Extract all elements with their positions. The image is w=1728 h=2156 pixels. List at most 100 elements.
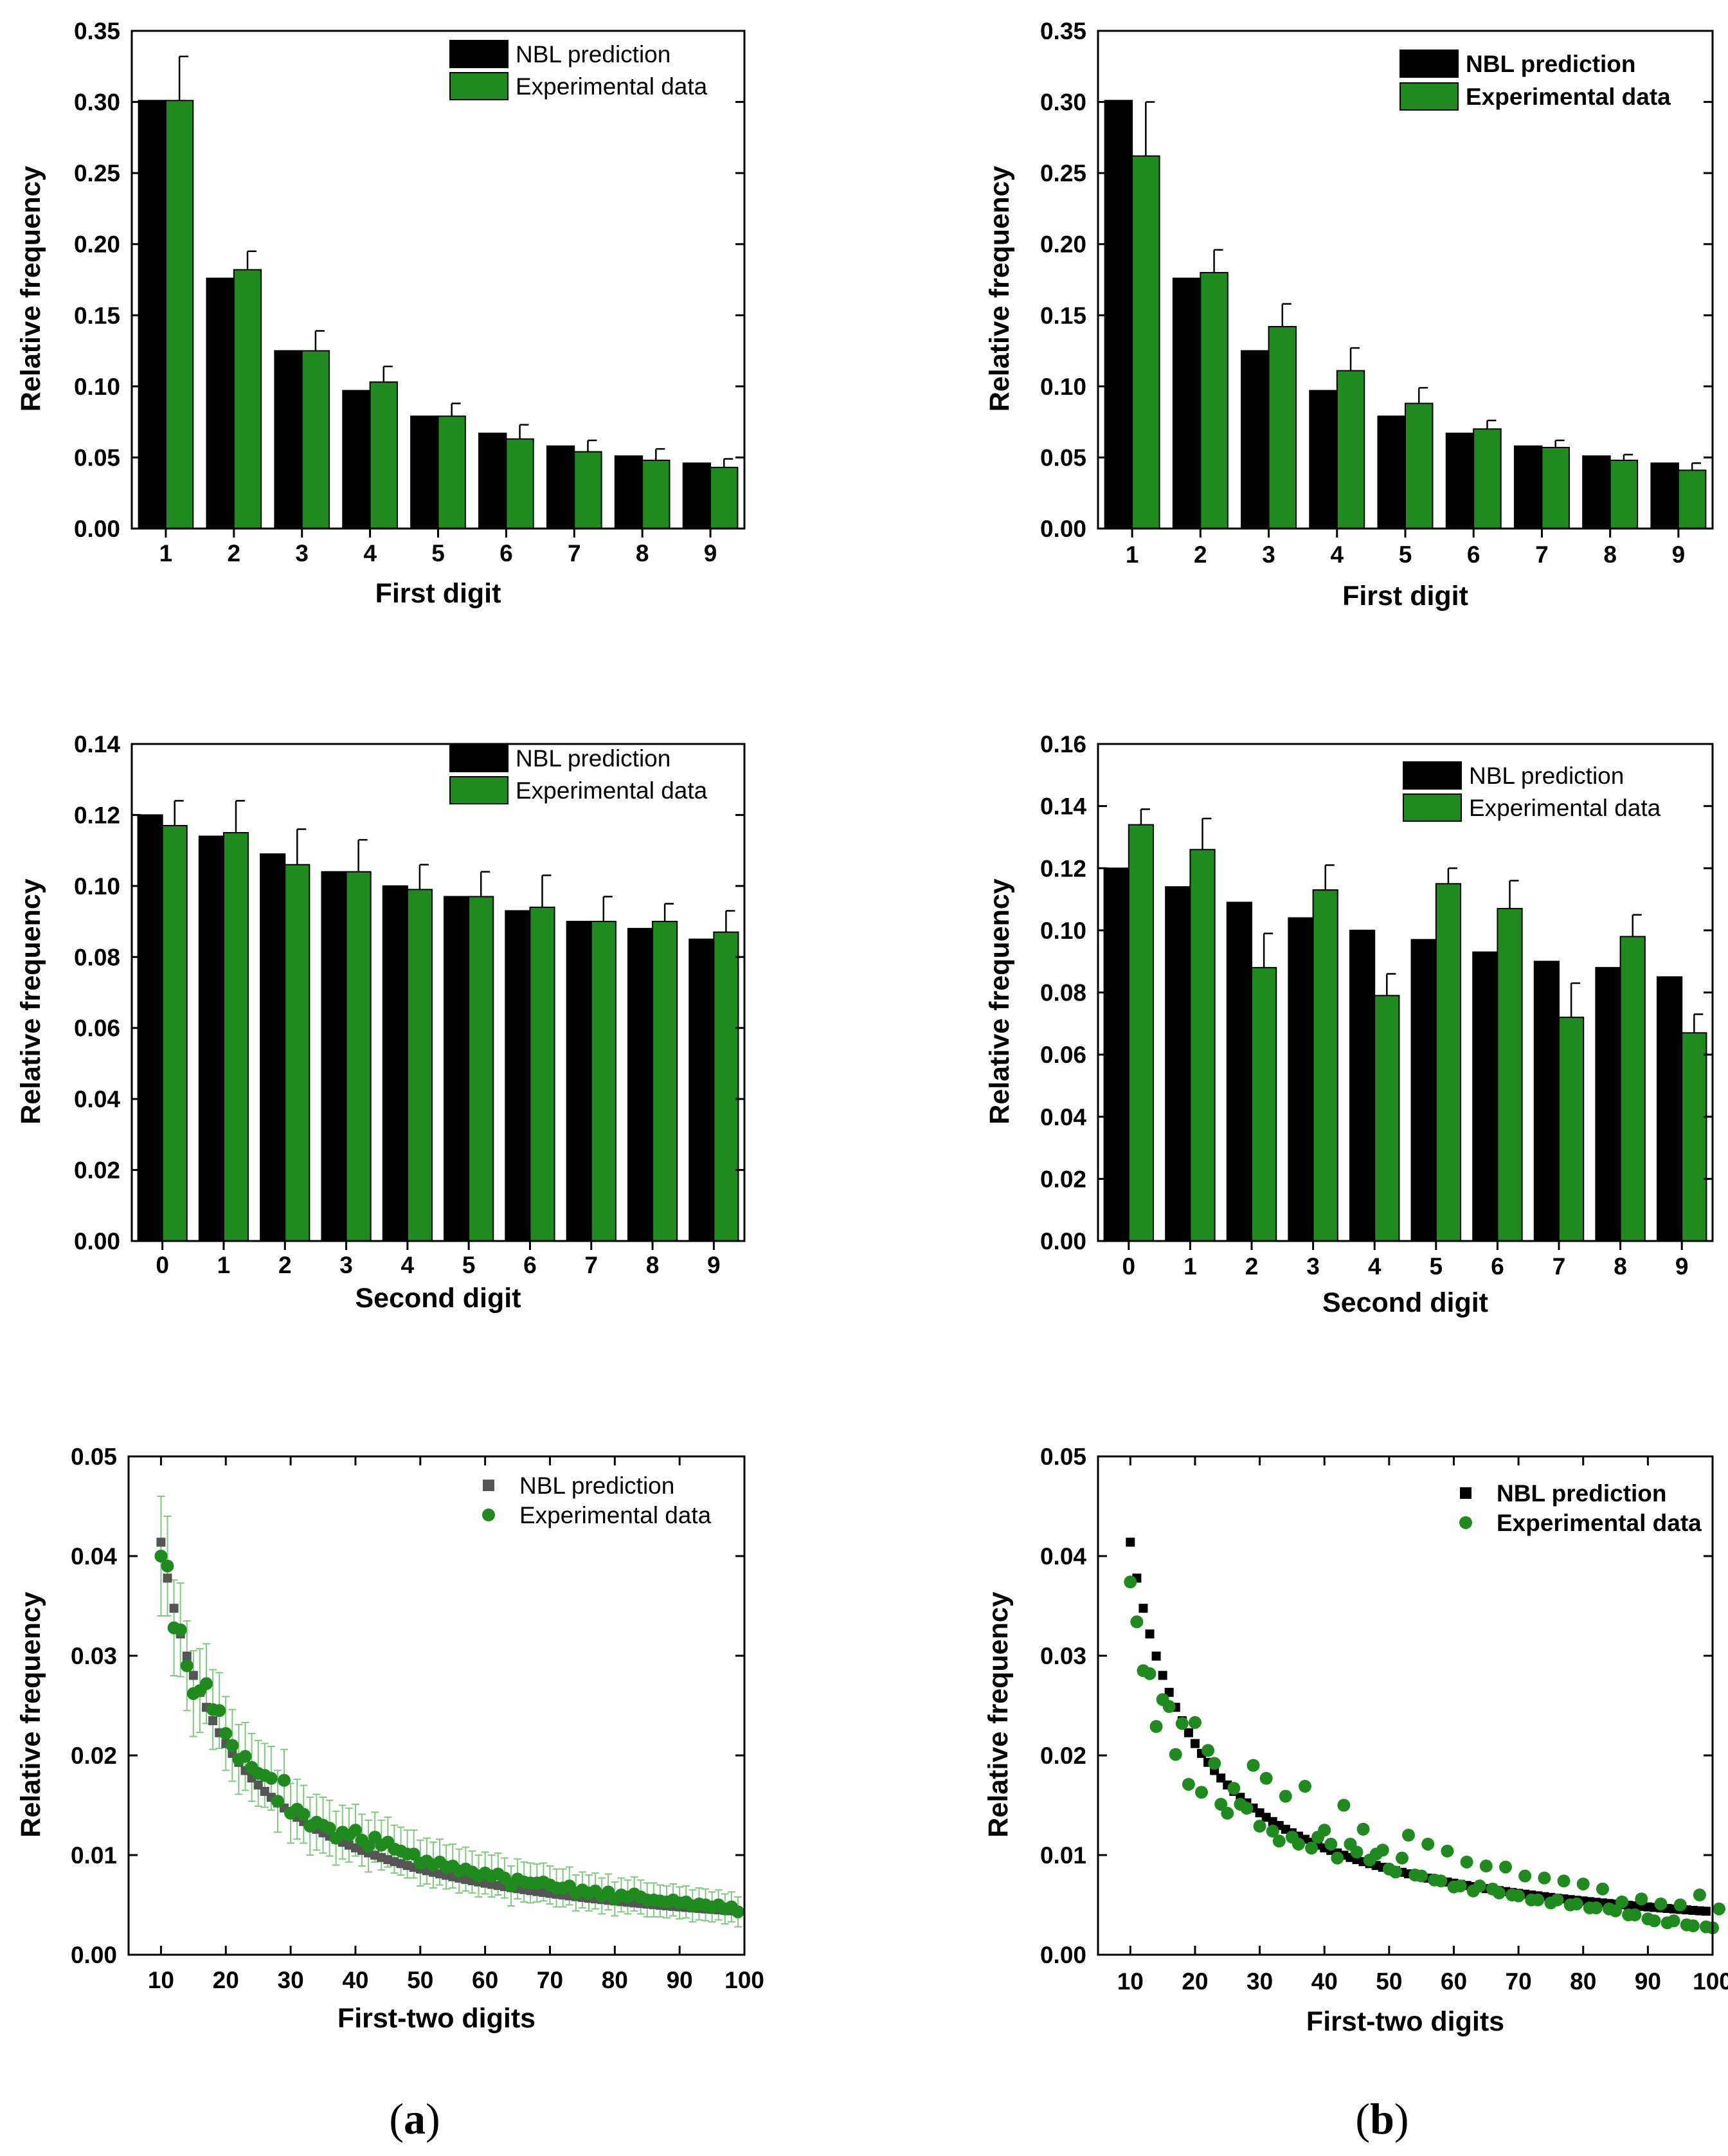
x-axis-label: Second digit (356, 1283, 521, 1314)
caption-letter: a (404, 2094, 426, 2143)
y-tick-label: 0.15 (74, 302, 120, 329)
point-nbl (1158, 1671, 1167, 1680)
x-tick-label: 4 (1330, 541, 1344, 568)
legend-label-nbl: NBL prediction (516, 745, 670, 772)
x-tick-label: 0 (1122, 1253, 1136, 1280)
point-exp (1253, 1820, 1266, 1833)
bar-exp (1374, 995, 1400, 1242)
panel-caption: (a) (389, 2094, 440, 2143)
y-axis-label: Relative frequency (983, 1591, 1014, 1837)
y-tick-label: 0.04 (71, 1543, 117, 1570)
caption-open: ( (1355, 2094, 1370, 2143)
point-exp (1124, 1575, 1137, 1589)
point-exp (1434, 1874, 1448, 1888)
x-tick-label: 7 (1535, 541, 1549, 568)
x-tick-label: 60 (472, 1967, 498, 1993)
y-tick-label: 0.10 (74, 873, 120, 900)
point-exp (362, 1840, 375, 1853)
point-exp (1221, 1806, 1234, 1820)
x-tick-label: 1 (1184, 1253, 1197, 1280)
x-tick-label: 60 (1441, 1968, 1467, 1995)
bar-nbl (688, 938, 715, 1242)
x-tick-label: 6 (523, 1252, 537, 1278)
point-exp (1272, 1834, 1286, 1848)
x-tick-label: 100 (724, 1967, 764, 1993)
chart-b-second: 0 1 2 3 4 5 6 7 8 9 0.00 0.02 0.04 0.06 0.08 0.10 0.12 0.… (984, 731, 1714, 1318)
x-tick-label: 8 (636, 540, 649, 566)
point-exp (1202, 1744, 1215, 1757)
y-tick-label: 0.14 (74, 731, 120, 757)
point-exp (1402, 1829, 1416, 1842)
bar-nbl (1349, 929, 1376, 1242)
bar-nbl (1288, 917, 1314, 1242)
bar-exp (1435, 883, 1462, 1242)
legend: NBL prediction Experimental data (1459, 1480, 1702, 1536)
bar-nbl (505, 910, 531, 1242)
point-exp (200, 1677, 213, 1690)
point-exp (1531, 1893, 1545, 1907)
point-exp (1654, 1897, 1668, 1910)
bar-exp (406, 889, 433, 1242)
point-exp (1616, 1895, 1629, 1908)
point-nbl (163, 1573, 172, 1583)
point-exp (1454, 1880, 1467, 1893)
x-tick-label: 8 (1614, 1253, 1627, 1280)
y-tick-label: 0.12 (1040, 855, 1086, 882)
point-exp (1130, 1615, 1144, 1629)
bar-nbl (1165, 886, 1191, 1242)
bar-exp (1677, 469, 1707, 529)
y-tick-label: 0.05 (71, 1444, 117, 1470)
bar-nbl (1410, 939, 1437, 1242)
y-tick-label: 0.00 (1040, 1942, 1086, 1968)
x-tick-label: 9 (704, 540, 717, 566)
y-axis-label: Relative frequency (984, 166, 1015, 412)
bar-exp (284, 864, 310, 1242)
y-tick-label: 0.01 (71, 1842, 117, 1869)
point-exp (219, 1726, 233, 1740)
point-exp (1596, 1882, 1609, 1896)
x-tick-label: 6 (500, 540, 513, 566)
legend: NBL prediction Experimental data (482, 1472, 712, 1528)
bar-exp (652, 921, 678, 1242)
bar-exp (1541, 446, 1570, 529)
x-axis-label: First-two digits (338, 2003, 536, 2034)
legend-marker-nbl (1460, 1487, 1472, 1499)
chart-b-first: 1 2 3 4 5 6 7 8 9 0.00 0.05 0.10 0.15 0.20 0.25 0.30 0.3… (984, 18, 1714, 611)
bar-nbl (1104, 100, 1133, 530)
point-exp (1551, 1893, 1564, 1907)
legend-swatch-exp (1403, 793, 1462, 822)
x-tick-label: 7 (568, 540, 581, 566)
y-axis-label: Relative frequency (15, 1591, 46, 1837)
bar-exp (573, 451, 602, 530)
point-exp (1208, 1757, 1221, 1770)
bar-nbl (137, 814, 163, 1242)
x-tick-label: 3 (1262, 541, 1275, 568)
bar-exp (1681, 1032, 1707, 1242)
x-tick-label: 90 (1635, 1968, 1661, 1995)
legend-label-nbl: NBL prediction (519, 1472, 674, 1499)
x-tick-label: 2 (1194, 541, 1207, 568)
point-exp (278, 1773, 291, 1787)
plot-frame (130, 743, 746, 1242)
y-tick-label: 0.25 (1040, 160, 1086, 186)
bar-nbl (1650, 462, 1679, 530)
y-tick-label: 0.08 (1040, 980, 1086, 1006)
x-tick-label: 50 (407, 1967, 433, 1993)
panel-caption: (b) (1355, 2094, 1408, 2143)
x-tick-label: 3 (339, 1252, 353, 1278)
y-tick-label: 0.00 (71, 1942, 117, 1968)
y-tick-label: 0.02 (1040, 1743, 1086, 1769)
x-tick-label: 1 (1126, 541, 1139, 568)
point-exp (213, 1704, 226, 1717)
bar-nbl (1472, 951, 1498, 1242)
point-exp (1162, 1700, 1176, 1714)
x-tick-label: 3 (1306, 1253, 1320, 1280)
legend-swatch-exp (449, 72, 509, 100)
x-tick-label: 7 (584, 1252, 598, 1278)
point-exp (1648, 1914, 1661, 1928)
point-exp (1279, 1789, 1292, 1803)
point-exp (1460, 1855, 1473, 1869)
y-tick-label: 0.05 (74, 444, 120, 471)
chart-a-second: 0 1 2 3 4 5 6 7 8 9 0.00 0.02 0.04 0.06 0.08 0.10 0.12 0.… (15, 731, 746, 1314)
bar-exp (1312, 889, 1338, 1242)
